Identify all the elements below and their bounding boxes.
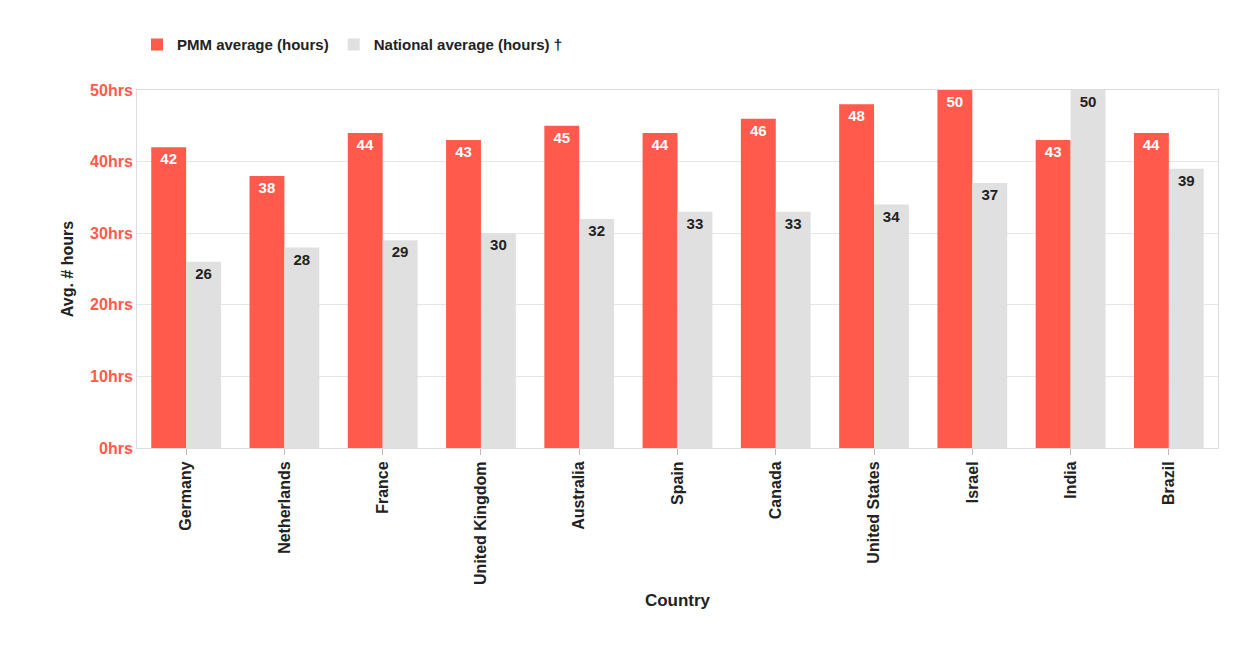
- svg-text:United Kingdom: United Kingdom: [472, 461, 489, 585]
- svg-text:50: 50: [1080, 93, 1097, 110]
- svg-text:26: 26: [195, 265, 212, 282]
- svg-text:40hrs: 40hrs: [90, 153, 133, 170]
- svg-text:National average (hours) †: National average (hours) †: [374, 36, 562, 53]
- svg-text:44: 44: [357, 136, 374, 153]
- svg-text:Canada: Canada: [767, 461, 784, 519]
- svg-text:34: 34: [883, 208, 900, 225]
- svg-text:Germany: Germany: [177, 461, 194, 530]
- svg-text:30: 30: [490, 236, 507, 253]
- svg-text:Netherlands: Netherlands: [276, 461, 293, 554]
- svg-text:Country: Country: [645, 591, 711, 610]
- svg-text:France: France: [374, 461, 391, 514]
- svg-text:Brazil: Brazil: [1160, 461, 1177, 505]
- svg-text:50: 50: [947, 93, 964, 110]
- svg-text:39: 39: [1178, 172, 1195, 189]
- svg-text:37: 37: [981, 186, 998, 203]
- svg-text:Spain: Spain: [669, 461, 686, 505]
- svg-text:29: 29: [392, 243, 409, 260]
- svg-text:PMM average (hours): PMM average (hours): [177, 36, 329, 53]
- svg-text:46: 46: [750, 122, 767, 139]
- svg-text:Australia: Australia: [570, 461, 587, 530]
- svg-text:44: 44: [1143, 136, 1160, 153]
- svg-text:32: 32: [588, 222, 605, 239]
- svg-text:38: 38: [259, 179, 276, 196]
- svg-text:42: 42: [160, 150, 177, 167]
- svg-text:33: 33: [687, 215, 704, 232]
- svg-text:India: India: [1062, 461, 1079, 498]
- svg-text:43: 43: [1045, 143, 1062, 160]
- svg-text:Israel: Israel: [964, 461, 981, 503]
- svg-text:43: 43: [455, 143, 472, 160]
- svg-text:United States: United States: [865, 461, 882, 563]
- svg-text:Avg. # hours: Avg. # hours: [59, 221, 76, 317]
- svg-text:0hrs: 0hrs: [99, 440, 133, 457]
- svg-text:20hrs: 20hrs: [90, 296, 133, 313]
- svg-text:33: 33: [785, 215, 802, 232]
- svg-text:28: 28: [294, 251, 311, 268]
- svg-text:48: 48: [848, 107, 865, 124]
- svg-text:30hrs: 30hrs: [90, 225, 133, 242]
- svg-text:44: 44: [651, 136, 668, 153]
- svg-text:10hrs: 10hrs: [90, 368, 133, 385]
- svg-text:45: 45: [553, 129, 570, 146]
- svg-text:50hrs: 50hrs: [90, 82, 133, 99]
